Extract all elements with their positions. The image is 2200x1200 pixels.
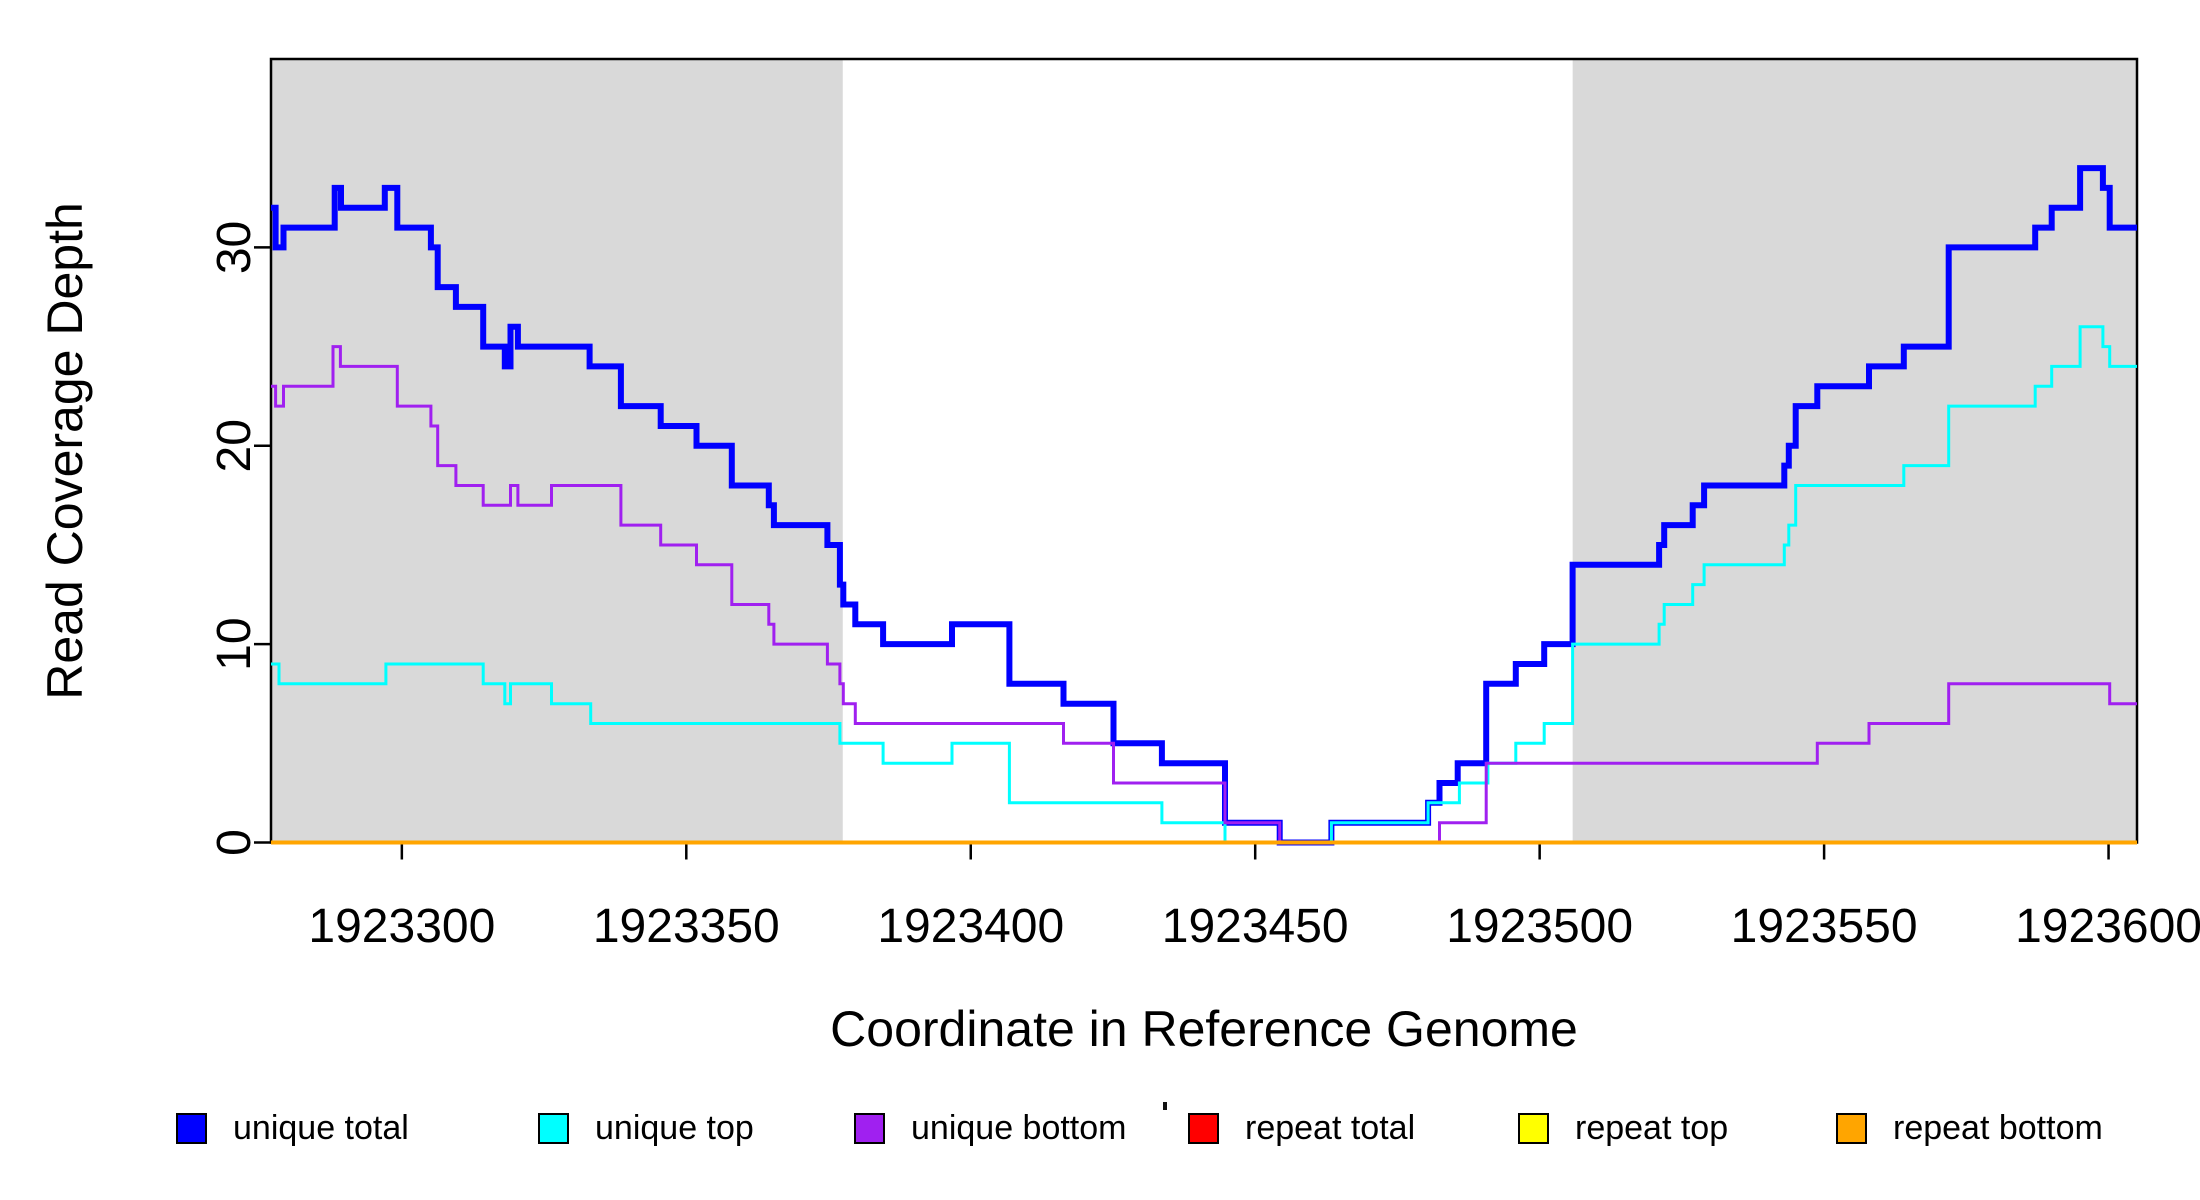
x-tick-label: 1923600 — [2015, 900, 2200, 953]
x-tick-label: 1923400 — [877, 900, 1064, 953]
legend-item-repeat-total: repeat total — [1188, 1108, 1415, 1148]
stray-mark — [1163, 1102, 1167, 1110]
series-unique-total — [271, 165, 2137, 846]
legend-item-unique-top: unique top — [538, 1108, 754, 1148]
x-tick-label: 1923300 — [308, 900, 495, 953]
series-unique-bottom — [271, 345, 2137, 844]
x-tick-label: 1923350 — [593, 900, 780, 953]
y-tick-label: 10 — [208, 617, 261, 670]
legend-label: repeat bottom — [1893, 1108, 2103, 1147]
legend-item-unique-total: unique total — [176, 1108, 409, 1148]
y-tick-label: 20 — [208, 419, 261, 472]
legend-swatch-unique-bottom — [854, 1112, 885, 1144]
x-tick-label: 1923500 — [1446, 900, 1633, 953]
legend-swatch-unique-top — [538, 1112, 569, 1144]
legend-swatch-repeat-bottom — [1836, 1112, 1867, 1144]
legend-label: repeat total — [1245, 1108, 1416, 1147]
legend-label: unique bottom — [911, 1108, 1127, 1147]
x-tick-label: 1923550 — [1731, 900, 1918, 953]
shaded-region — [271, 59, 843, 843]
legend-label: repeat top — [1575, 1108, 1729, 1147]
legend-label: unique top — [595, 1108, 754, 1147]
x-tick-label: 1923450 — [1162, 900, 1349, 953]
legend-item-repeat-bottom: repeat bottom — [1836, 1108, 2103, 1148]
y-tick-label: 0 — [208, 829, 261, 856]
legend: unique total unique top unique bottom repea… — [0, 1108, 2200, 1168]
legend-label: unique total — [233, 1108, 409, 1147]
legend-item-unique-bottom: unique bottom — [854, 1108, 1127, 1148]
shaded-region — [1572, 59, 2137, 843]
legend-swatch-repeat-total — [1188, 1112, 1219, 1144]
x-axis-title: Coordinate in Reference Genome — [830, 1001, 1578, 1057]
legend-item-repeat-top: repeat top — [1518, 1108, 1728, 1148]
legend-swatch-unique-total — [176, 1112, 207, 1144]
y-axis-title: Read Coverage Depth — [37, 202, 93, 700]
y-tick-label: 30 — [208, 221, 261, 274]
legend-swatch-repeat-top — [1518, 1112, 1549, 1144]
